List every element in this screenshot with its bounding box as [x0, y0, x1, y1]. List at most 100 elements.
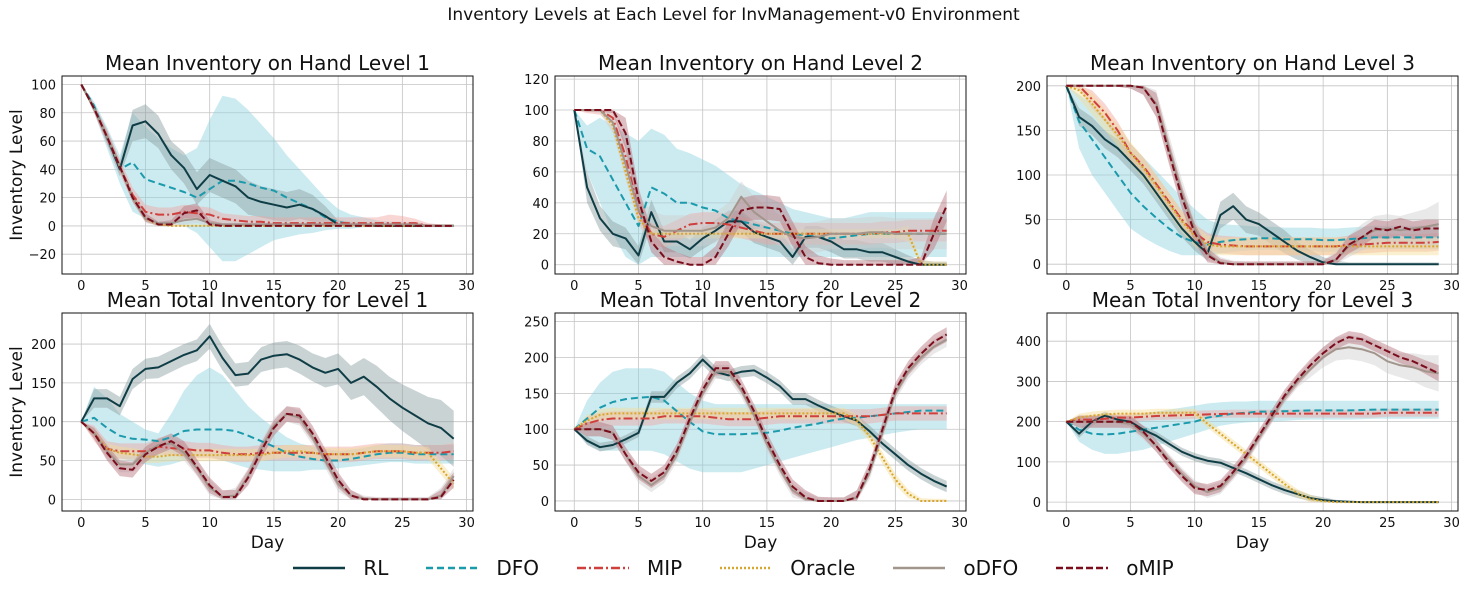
x-tick-label: 15 [1251, 279, 1268, 294]
x-axis-label: Day [744, 533, 778, 553]
y-tick-label: 100 [524, 423, 549, 438]
legend-swatch [720, 566, 773, 570]
axes-frame [1046, 75, 1459, 275]
x-axis-label: Day [1236, 533, 1270, 553]
series-line-dfo [81, 416, 454, 462]
x-tick-label: 5 [1126, 279, 1134, 294]
band-mip [1066, 85, 1439, 256]
x-tick-label: 25 [394, 516, 411, 531]
series-line-mip [1066, 411, 1439, 423]
y-tick-label: 150 [31, 377, 56, 392]
x-tick-label: 5 [141, 279, 149, 294]
series-line-oracle [573, 412, 947, 502]
legend-label: RL [363, 556, 389, 580]
axes-frame [554, 75, 967, 275]
x-tick-label: 25 [394, 279, 411, 294]
x-tick-label: 30 [458, 279, 475, 294]
axes-frame [61, 75, 474, 275]
y-tick-label: 0 [1033, 496, 1041, 511]
band-odfo [574, 110, 947, 254]
x-tick-label: 5 [634, 516, 642, 531]
axes-frame [554, 312, 967, 512]
y-axis-label: Inventory Level [7, 109, 27, 240]
legend-item-mip: MIP [577, 556, 682, 580]
x-tick-label: 20 [330, 279, 347, 294]
series-line-mip [573, 412, 947, 431]
series-line-omip [1066, 336, 1440, 492]
x-tick-label: 0 [570, 279, 578, 294]
y-tick-label: 200 [524, 351, 549, 366]
y-tick-label: 250 [524, 316, 549, 331]
series-line-dfo [1065, 408, 1439, 436]
y-tick-label: 50 [1024, 214, 1041, 229]
series-line-omip [574, 109, 948, 266]
legend-swatch [577, 566, 630, 570]
y-tick-label: 60 [39, 135, 56, 150]
y-tick-label: 50 [39, 455, 56, 470]
subplot-title: Mean Total Inventory for Level 1 [107, 288, 429, 312]
y-tick-label: 200 [31, 338, 56, 353]
x-tick-label: 30 [951, 279, 968, 294]
x-tick-label: 20 [823, 279, 840, 294]
y-tick-label: 60 [532, 166, 549, 181]
figure-title: Inventory Levels at Each Level for InvMa… [447, 5, 1020, 25]
series-line-omip [1066, 84, 1439, 266]
x-tick-label: 30 [1443, 516, 1460, 531]
plot-area [80, 323, 455, 501]
x-tick-label: 20 [1315, 516, 1332, 531]
y-tick-label: 120 [524, 73, 549, 88]
y-tick-label: 80 [532, 135, 549, 150]
x-tick-label: 15 [266, 279, 283, 294]
band-dfo [1066, 85, 1439, 256]
series-line-dfo [1065, 85, 1439, 246]
x-tick-label: 0 [1062, 516, 1070, 531]
legend-label: DFO [496, 556, 540, 580]
series-line-dfo [80, 83, 454, 227]
x-tick-label: 10 [201, 516, 218, 531]
legend-item-omip: oMIP [1056, 556, 1174, 580]
x-tick-label: 0 [77, 516, 85, 531]
legend-label: MIP [647, 556, 683, 580]
y-tick-label: 0 [48, 493, 56, 508]
series-line-oracle [1065, 411, 1439, 504]
y-tick-label: 20 [532, 228, 549, 243]
legend-label: oDFO [963, 556, 1019, 580]
series-line-omip [80, 84, 454, 227]
y-tick-label: 100 [1016, 169, 1041, 184]
legend-item-oracle: Oracle [720, 556, 855, 580]
series-line-odfo [574, 109, 947, 240]
subplot-1: 0 5 10 15 20 25 30 −20 0 20 40 60 80 100 Mean Inventor… [7, 51, 475, 294]
y-tick-label: −20 [29, 248, 56, 263]
y-tick-label: 100 [31, 78, 56, 93]
x-tick-label: 25 [887, 279, 904, 294]
band-mip [81, 421, 454, 463]
x-axis-label: Day [251, 533, 285, 553]
legend-item-dfo: DFO [426, 556, 539, 580]
y-tick-label: 300 [1016, 375, 1041, 390]
x-tick-label: 10 [694, 279, 711, 294]
plot-area [573, 109, 948, 266]
band-odfo [81, 406, 454, 500]
y-tick-label: 200 [1016, 416, 1041, 431]
y-tick-label: 0 [541, 495, 549, 510]
x-tick-label: 25 [887, 516, 904, 531]
subplot-5: 0 5 10 15 20 25 30 0 50 100 150 200 250 Mean Total In… [524, 288, 968, 553]
legend-swatch [426, 566, 479, 570]
legend-item-rl: RL [293, 556, 388, 580]
x-tick-label: 30 [951, 516, 968, 531]
y-tick-label: 0 [48, 220, 56, 235]
band-dfo [81, 84, 454, 262]
y-tick-label: 80 [39, 107, 56, 122]
band-oracle [574, 407, 947, 501]
band-mip [1066, 408, 1439, 424]
plot-area [1065, 84, 1439, 266]
series-line-rl [80, 335, 455, 440]
y-tick-label: 100 [1016, 456, 1041, 471]
y-tick-label: 400 [1016, 335, 1041, 350]
series-line-oracle [1065, 84, 1439, 248]
subplot-title: Mean Inventory on Hand Level 1 [105, 51, 430, 75]
x-tick-label: 5 [1126, 516, 1134, 531]
legend: RL DFO MIP Oracle oDFO oMIP [0, 553, 1467, 583]
series-line-omip [80, 412, 455, 501]
x-tick-label: 5 [634, 279, 642, 294]
